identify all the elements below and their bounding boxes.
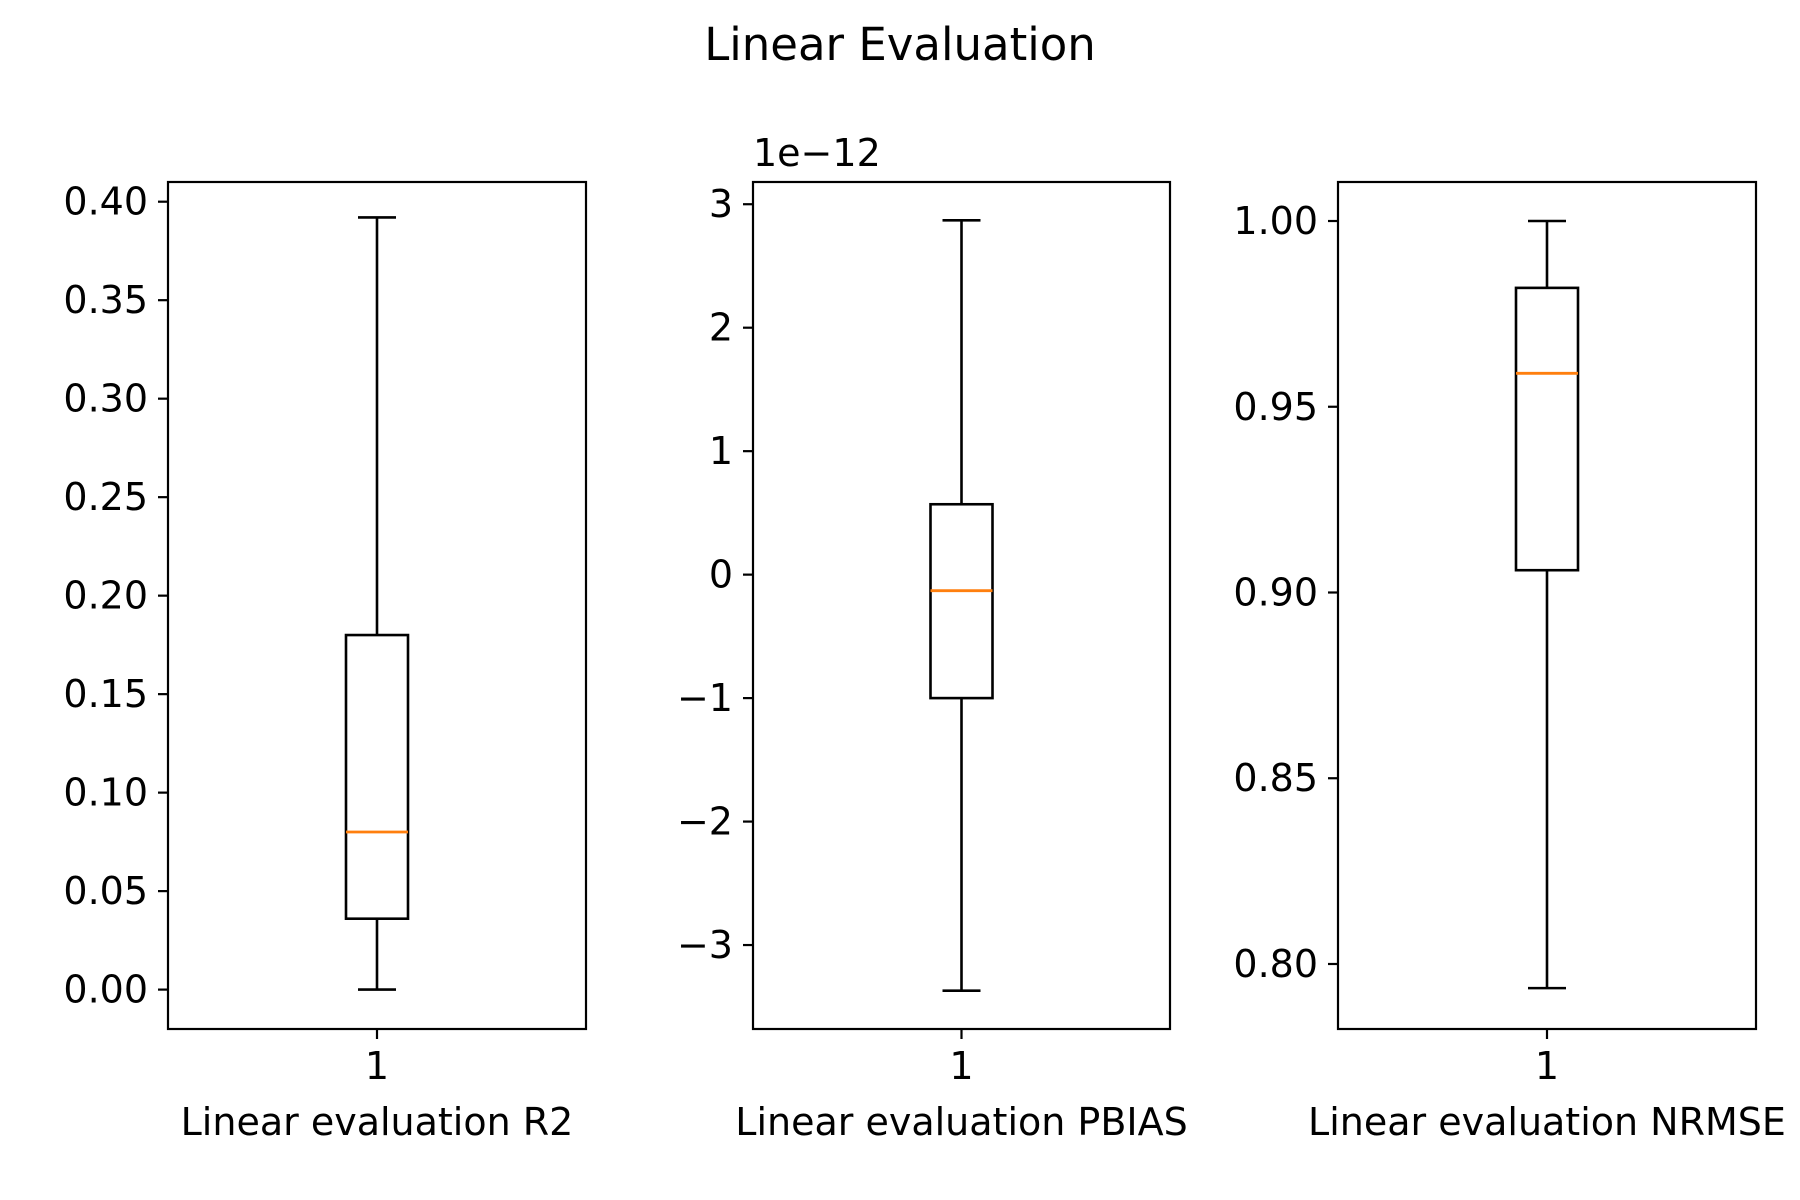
y-tick-label: 0.95 <box>1233 385 1318 429</box>
subplot-3: 0.80 0.85 0.90 0.95 1.00 1 Linear evaluation N… <box>1233 180 1786 1144</box>
box-1 <box>344 216 410 991</box>
y-tick-label: −3 <box>677 923 733 967</box>
y-tick-label: 1 <box>709 429 733 473</box>
y-tick-label: 2 <box>709 306 733 350</box>
y-tick-label: 0 <box>709 553 733 597</box>
y-tick-label: −2 <box>677 800 733 844</box>
subplot-1: 0.00 0.05 0.10 0.15 0.20 0.25 0.30 0.35 0.40 1 Lin… <box>63 180 588 1144</box>
y-tick-label: 0.80 <box>1233 942 1318 986</box>
box-1 <box>929 218 994 993</box>
y-offset-label: 1e−12 <box>753 131 881 175</box>
y-tick-label: 0.85 <box>1233 756 1318 800</box>
y-tick-label: 0.35 <box>63 278 148 322</box>
y-tick-label: 0.00 <box>63 968 148 1012</box>
y-tick-label: 0.05 <box>63 869 148 913</box>
chart-suptitle: Linear Evaluation <box>704 18 1096 71</box>
x-axis-label: Linear evaluation NRMSE <box>1308 1100 1786 1144</box>
y-tick-label: 0.10 <box>63 771 148 815</box>
y-tick-label: 0.90 <box>1233 570 1318 614</box>
box-iqr <box>929 502 994 700</box>
y-tick-label: 0.20 <box>63 574 148 618</box>
y-tick-label: 0.25 <box>63 475 148 519</box>
subplot-2: −3 −2 −1 0 1 2 3 1e−12 1 Linear evaluation PBIAS <box>677 131 1188 1144</box>
x-tick-label: 1 <box>1535 1044 1559 1088</box>
y-tick-label: 0.15 <box>63 672 148 716</box>
x-tick-label: 1 <box>365 1044 389 1088</box>
y-tick-label: 3 <box>709 182 733 226</box>
y-tick-label: 0.30 <box>63 377 148 421</box>
y-tick-label: −1 <box>677 676 733 720</box>
box-iqr <box>344 633 410 920</box>
box-1 <box>1514 219 1580 990</box>
x-tick-label: 1 <box>949 1044 973 1088</box>
x-axis-label: Linear evaluation R2 <box>181 1100 574 1144</box>
y-tick-label: 0.40 <box>63 180 148 224</box>
y-tick-label: 1.00 <box>1233 199 1318 243</box>
box-iqr <box>1514 286 1580 572</box>
x-axis-label: Linear evaluation PBIAS <box>735 1100 1187 1144</box>
